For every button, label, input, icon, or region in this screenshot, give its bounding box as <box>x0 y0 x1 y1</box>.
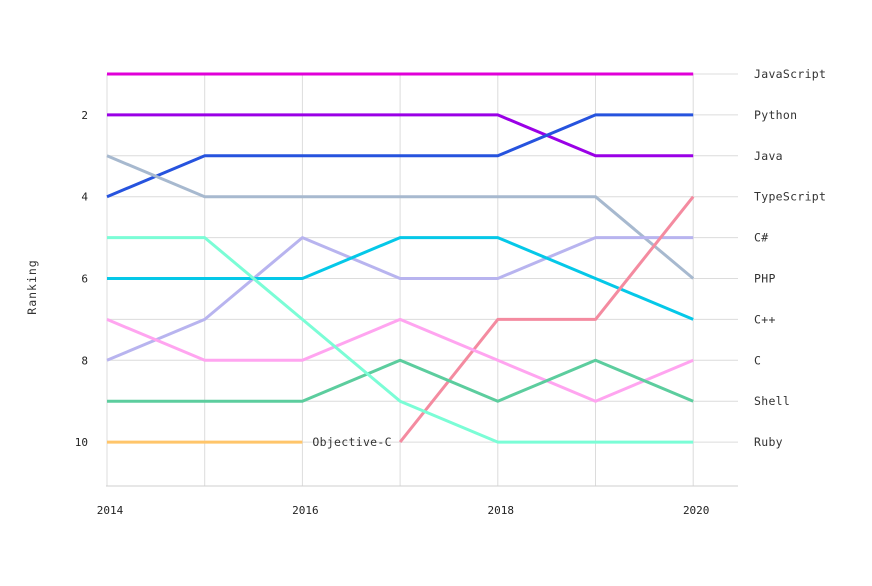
x-tick-label: 2018 <box>488 504 515 517</box>
language-labels: JavaScript Python Java TypeScript C# PHP C++ C S… <box>754 67 826 449</box>
series-lines <box>106 72 695 444</box>
language-label-javascript: JavaScript <box>754 67 826 81</box>
series-line-ruby <box>107 236 694 444</box>
inline-label-objective-c: Objective-C <box>312 435 391 449</box>
series-line-c <box>106 317 694 403</box>
series-line-python <box>107 113 694 158</box>
language-label-python: Python <box>754 108 797 122</box>
language-label-ruby: Ruby <box>754 435 783 449</box>
x-tick-label: 2016 <box>292 504 319 517</box>
series-line-php <box>107 236 694 321</box>
series-line-c- <box>106 236 694 362</box>
x-tick-label: 2020 <box>683 504 710 517</box>
y-tick-labels: 2 4 6 8 10 <box>75 109 89 449</box>
x-tick-labels: 2014 2016 2018 2020 <box>97 504 710 517</box>
y-tick-label: 2 <box>81 109 88 122</box>
language-label-typescript: TypeScript <box>754 190 826 204</box>
inline-labels: Objective-C <box>312 435 391 449</box>
y-tick-label: 6 <box>81 273 88 286</box>
series-line-java <box>106 113 694 199</box>
language-label-java: Java <box>754 149 783 163</box>
series-line-typescript <box>106 154 695 280</box>
language-label-shell: Shell <box>754 394 790 408</box>
series-line-shell <box>107 358 694 403</box>
x-tick-label: 2014 <box>97 504 124 517</box>
language-label-c-: C++ <box>754 312 776 326</box>
language-label-c-: C# <box>754 231 768 245</box>
y-axis-title: Ranking <box>25 259 39 314</box>
y-tick-label: 10 <box>75 436 88 449</box>
y-tick-label: 4 <box>81 191 88 204</box>
y-tick-label: 8 <box>81 354 88 367</box>
language-label-php: PHP <box>754 272 776 286</box>
language-label-c: C <box>754 353 761 367</box>
